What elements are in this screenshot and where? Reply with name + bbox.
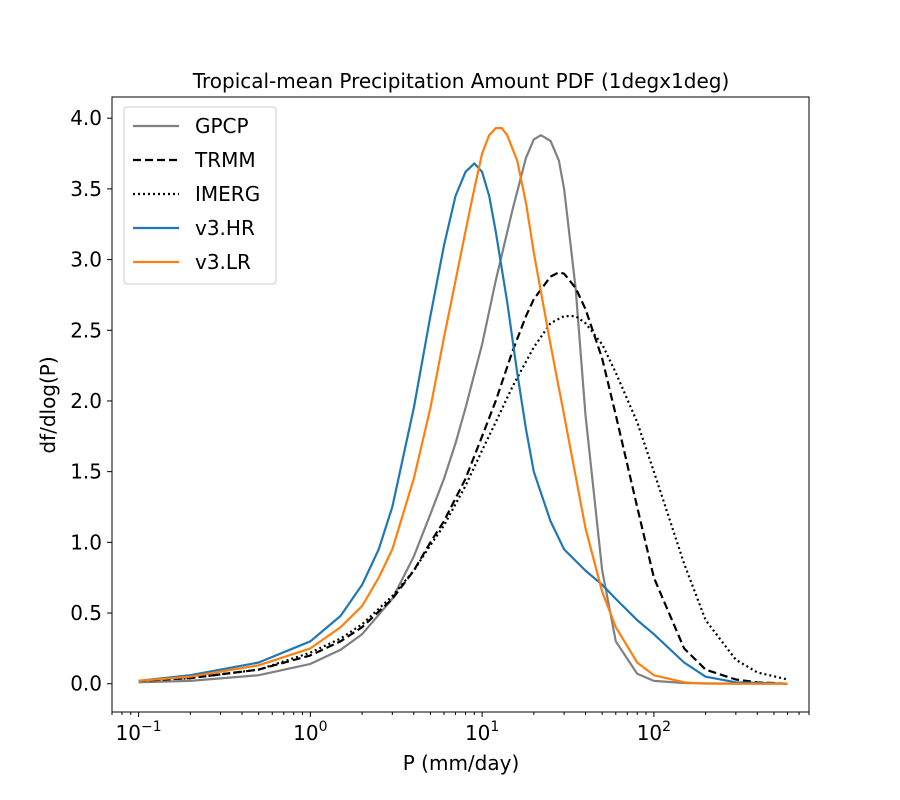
series-line-v3-hr: [138, 162, 788, 685]
series-line-imerg: [138, 315, 788, 682]
x-tick-label: 100: [293, 719, 327, 745]
x-tick-exponent: 2: [662, 719, 671, 735]
legend-label: v3.LR: [195, 250, 251, 274]
legend: GPCP TRMM IMERG v3.HR v3.LR: [123, 106, 277, 285]
x-tick-base: 10: [465, 721, 490, 745]
legend-label: GPCP: [195, 114, 249, 138]
x-tick-exponent: 1: [490, 719, 499, 735]
series-line-trmm: [138, 271, 788, 685]
x-tick-label: 102: [637, 719, 671, 745]
series-line-v3-lr: [138, 127, 788, 685]
x-tick-base: 10: [116, 721, 141, 745]
x-tick-base: 10: [637, 721, 662, 745]
y-tick-label: 2.5: [70, 318, 102, 342]
x-tick-exponent: −1: [141, 719, 162, 735]
y-tick-label: 1.5: [70, 460, 102, 484]
legend-label: TRMM: [194, 148, 256, 172]
series-layer: [138, 127, 788, 685]
y-tick-label: 0.0: [70, 672, 102, 696]
y-axis-label: df/dlog(P): [36, 356, 60, 453]
legend-label: IMERG: [195, 182, 260, 206]
y-tick-label: 4.0: [70, 106, 102, 130]
series-line-gpcp: [138, 134, 788, 685]
x-tick-exponent: 0: [319, 719, 328, 735]
legend-items: GPCP TRMM IMERG v3.HR v3.LR: [133, 114, 260, 274]
plot-frame: [111, 96, 810, 713]
y-tick-label: 3.0: [70, 248, 102, 272]
y-tick-label: 2.0: [70, 389, 102, 413]
legend-label: v3.HR: [195, 216, 255, 240]
y-tick-label: 0.5: [70, 601, 102, 625]
legend-frame: [123, 106, 277, 285]
x-axis: 10−1 100 101 102: [111, 712, 810, 745]
y-tick-label: 3.5: [70, 177, 102, 201]
x-tick-label: 101: [465, 719, 499, 745]
x-tick-base: 10: [293, 721, 318, 745]
x-axis-label: P (mm/day): [403, 751, 520, 775]
x-tick-label: 10−1: [116, 719, 162, 745]
y-axis: 0.0 0.5 1.0 1.5 2.0 2.5 3.0 3.5 4.0: [70, 106, 112, 696]
chart-title: Tropical-mean Precipitation Amount PDF (…: [192, 69, 730, 93]
y-tick-label: 1.0: [70, 530, 102, 554]
